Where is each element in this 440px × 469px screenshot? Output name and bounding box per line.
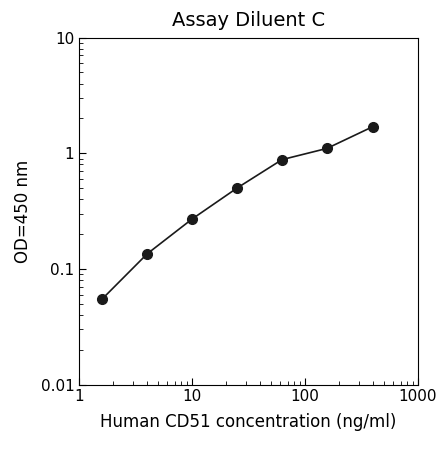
Title: Assay Diluent C: Assay Diluent C: [172, 11, 325, 30]
X-axis label: Human CD51 concentration (ng/ml): Human CD51 concentration (ng/ml): [100, 413, 397, 431]
Y-axis label: OD=450 nm: OD=450 nm: [14, 159, 32, 263]
